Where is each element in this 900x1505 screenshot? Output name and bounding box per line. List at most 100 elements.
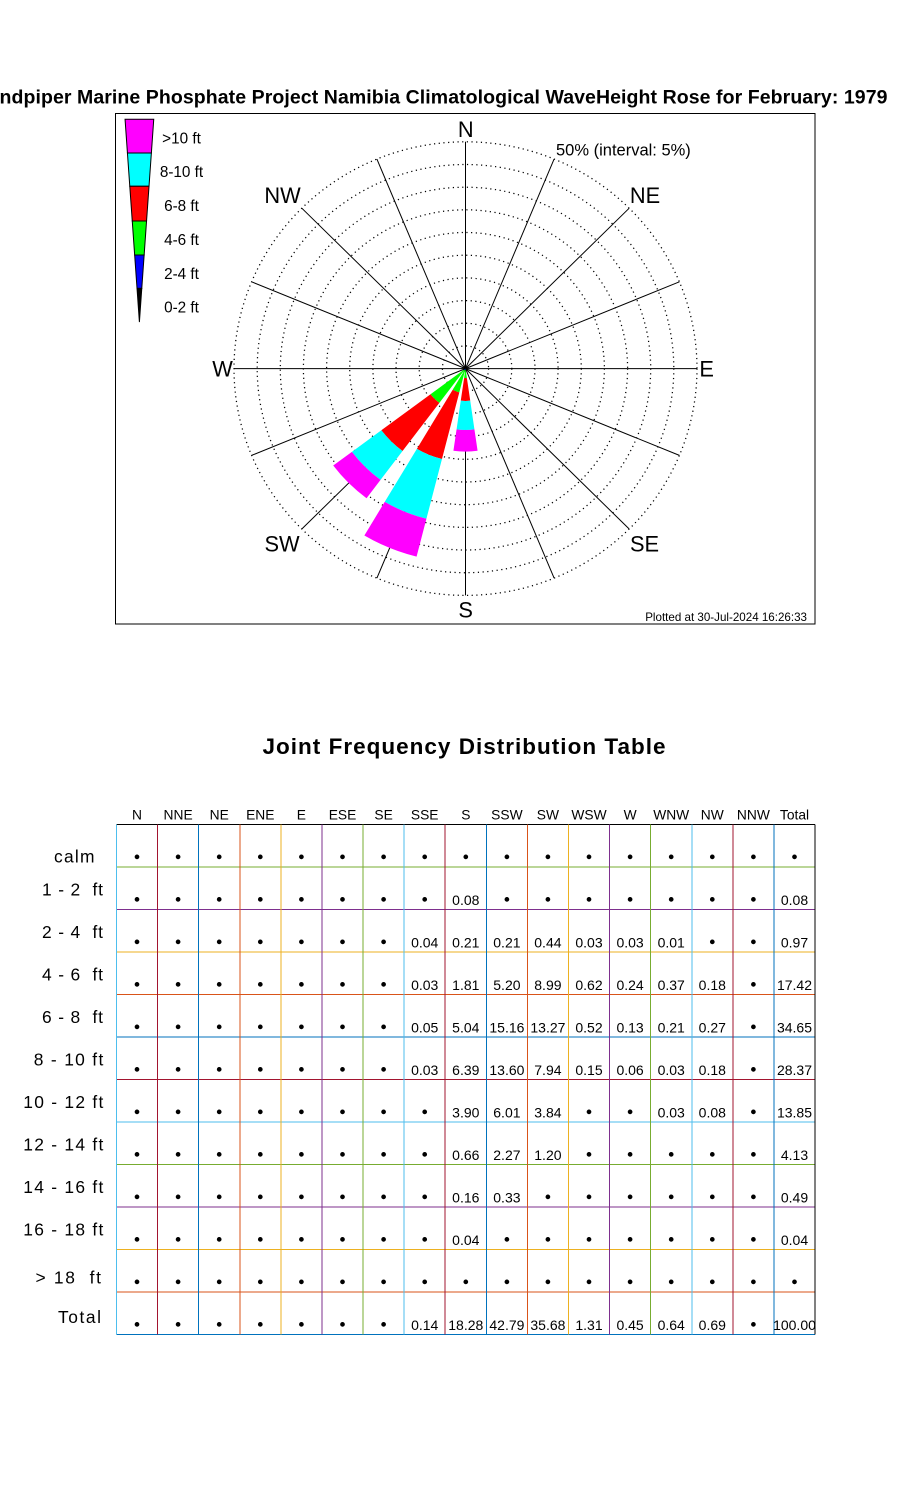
svg-text:WSW: WSW [571, 807, 606, 822]
svg-text:1.20: 1.20 [534, 1147, 561, 1163]
svg-text:0.03: 0.03 [616, 934, 643, 950]
svg-text:13.85: 13.85 [777, 1104, 812, 1120]
svg-text:NW: NW [701, 807, 724, 822]
svg-text:0.62: 0.62 [575, 977, 602, 993]
svg-text:0.03: 0.03 [411, 1062, 438, 1078]
svg-text:0.69: 0.69 [699, 1317, 726, 1333]
svg-text:0.08: 0.08 [781, 892, 808, 908]
svg-text:1.81: 1.81 [452, 977, 479, 993]
svg-text:6.01: 6.01 [493, 1104, 520, 1120]
svg-text:8.99: 8.99 [534, 977, 561, 993]
svg-text:0.03: 0.03 [575, 934, 602, 950]
svg-text:0.18: 0.18 [699, 1062, 726, 1078]
svg-text:0.08: 0.08 [699, 1104, 726, 1120]
svg-text:NNW: NNW [737, 807, 770, 822]
svg-text:0.49: 0.49 [781, 1189, 808, 1205]
svg-text:>10 ft: >10 ft [162, 130, 201, 147]
svg-text:0.08: 0.08 [452, 892, 479, 908]
svg-text:2.27: 2.27 [493, 1147, 520, 1163]
svg-text:0.06: 0.06 [616, 1062, 643, 1078]
svg-text:0.04: 0.04 [452, 1232, 479, 1248]
svg-text:NNE: NNE [164, 807, 193, 822]
svg-text:0.66: 0.66 [452, 1147, 479, 1163]
svg-text:8-10 ft: 8-10 ft [160, 164, 204, 181]
svg-text:Total: Total [58, 1307, 101, 1327]
svg-text:2-4 ft: 2-4 ft [164, 266, 200, 283]
svg-text:5.20: 5.20 [493, 977, 520, 993]
svg-text:100.00: 100.00 [773, 1317, 816, 1333]
svg-text:Total: Total [780, 807, 809, 822]
svg-text:6 - 8 ft: 6 - 8 ft [42, 1007, 103, 1027]
svg-text:13.27: 13.27 [530, 1019, 565, 1035]
svg-text:SW: SW [537, 807, 559, 822]
svg-text:Joint Frequency Distribution T: Joint Frequency Distribution Table [263, 734, 666, 759]
svg-text:0.52: 0.52 [575, 1019, 602, 1035]
svg-text:N: N [458, 117, 474, 142]
svg-text:WNW: WNW [653, 807, 689, 822]
svg-text:0.18: 0.18 [699, 977, 726, 993]
svg-text:4.13: 4.13 [781, 1147, 808, 1163]
svg-text:Plotted at 30-Jul-2024 16:26:3: Plotted at 30-Jul-2024 16:26:33 [645, 611, 807, 624]
svg-text:8 - 10 ft: 8 - 10 ft [34, 1050, 104, 1070]
svg-text:SE: SE [630, 532, 659, 557]
svg-text:18.28: 18.28 [448, 1317, 483, 1333]
svg-text:0.03: 0.03 [411, 977, 438, 993]
svg-text:0.37: 0.37 [658, 977, 685, 993]
svg-text:E: E [699, 357, 714, 382]
svg-text:0.04: 0.04 [411, 934, 438, 950]
svg-text:4 - 6 ft: 4 - 6 ft [42, 965, 103, 985]
svg-text:S: S [461, 807, 470, 822]
svg-text:0.04: 0.04 [781, 1232, 808, 1248]
svg-text:calm: calm [54, 847, 95, 867]
svg-text:0.03: 0.03 [658, 1062, 685, 1078]
svg-text:0.16: 0.16 [452, 1189, 479, 1205]
svg-text:5.04: 5.04 [452, 1019, 479, 1035]
svg-text:42.79: 42.79 [489, 1317, 524, 1333]
svg-text:1.31: 1.31 [575, 1317, 602, 1333]
svg-text:SW: SW [264, 532, 300, 557]
svg-text:> 18 ft: > 18 ft [36, 1267, 102, 1287]
svg-text:3.90: 3.90 [452, 1104, 479, 1120]
svg-text:17.42: 17.42 [777, 977, 812, 993]
svg-text:0.13: 0.13 [616, 1019, 643, 1035]
svg-text:0.15: 0.15 [575, 1062, 602, 1078]
svg-text:0.33: 0.33 [493, 1189, 520, 1205]
svg-text:0.97: 0.97 [781, 934, 808, 950]
svg-text:E: E [297, 807, 306, 822]
svg-text:0.14: 0.14 [411, 1317, 438, 1333]
svg-text:15.16: 15.16 [489, 1019, 524, 1035]
svg-text:1 - 2 ft: 1 - 2 ft [42, 880, 103, 900]
svg-text:Sandpiper Marine Phosphate Pro: Sandpiper Marine Phosphate Project Namib… [0, 86, 888, 108]
svg-text:0.44: 0.44 [534, 934, 561, 950]
svg-text:50% (interval: 5%): 50% (interval: 5%) [556, 142, 691, 160]
svg-text:SE: SE [374, 807, 392, 822]
svg-text:34.65: 34.65 [777, 1019, 812, 1035]
svg-text:0.01: 0.01 [658, 934, 685, 950]
svg-text:0.64: 0.64 [658, 1317, 685, 1333]
svg-text:NE: NE [210, 807, 229, 822]
svg-text:ESE: ESE [329, 807, 357, 822]
svg-text:0.03: 0.03 [658, 1104, 685, 1120]
svg-text:3.84: 3.84 [534, 1104, 561, 1120]
svg-text:W: W [212, 357, 233, 382]
svg-text:N: N [132, 807, 142, 822]
svg-text:W: W [624, 807, 637, 822]
svg-text:0.05: 0.05 [411, 1019, 438, 1035]
svg-text:28.37: 28.37 [777, 1062, 812, 1078]
svg-text:4-6 ft: 4-6 ft [164, 232, 200, 249]
svg-text:0.24: 0.24 [616, 977, 643, 993]
svg-text:0.21: 0.21 [493, 934, 520, 950]
svg-text:NE: NE [630, 183, 660, 208]
svg-text:SSE: SSE [411, 807, 439, 822]
svg-text:35.68: 35.68 [530, 1317, 565, 1333]
svg-text:0.21: 0.21 [658, 1019, 685, 1035]
svg-text:0.21: 0.21 [452, 934, 479, 950]
svg-text:0.45: 0.45 [616, 1317, 643, 1333]
svg-text:S: S [458, 598, 473, 623]
svg-text:NW: NW [264, 183, 301, 208]
svg-text:SSW: SSW [491, 807, 522, 822]
svg-text:0-2 ft: 0-2 ft [164, 299, 200, 316]
svg-text:ENE: ENE [246, 807, 274, 822]
svg-text:0.27: 0.27 [699, 1019, 726, 1035]
svg-text:13.60: 13.60 [489, 1062, 524, 1078]
